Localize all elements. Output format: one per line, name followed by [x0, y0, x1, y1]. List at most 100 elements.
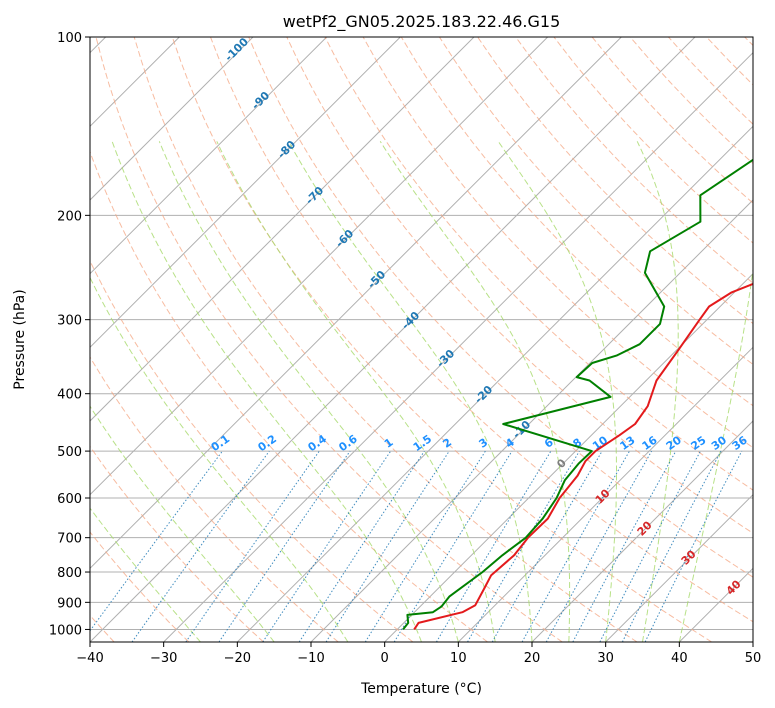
y-tick-label: 500: [57, 445, 82, 460]
temperature-trace: [413, 282, 753, 630]
dry-adiabat-line: [744, 37, 753, 47]
dry-adiabat-label: -30: [434, 347, 457, 370]
mixing-ratio-line: [90, 450, 223, 632]
isotherm-line: [531, 420, 753, 642]
dry-adiabat-line: [133, 37, 638, 642]
isotherm-line: [90, 37, 328, 275]
x-tick-label: 10: [450, 651, 467, 666]
dry-adiabat-label: -50: [365, 268, 388, 291]
moist-adiabat-line: [636, 141, 679, 642]
mixing-ratio-line: [131, 450, 270, 642]
isotherm-line: [457, 346, 753, 642]
isotherm-line: [90, 37, 549, 496]
moist-adiabat-line: [379, 141, 571, 642]
x-tick-label: −40: [76, 651, 103, 666]
moist-adiabat-line: [288, 141, 533, 642]
sounding-traces: [402, 158, 753, 631]
isotherm-line: [90, 37, 622, 570]
mixing-ratio-line: [325, 450, 450, 642]
mixing-ratio-line: [545, 450, 653, 642]
dry-adiabat-line: [248, 37, 753, 578]
x-tick-label: −30: [150, 651, 177, 666]
plot-frame: [89, 36, 754, 643]
mixing-ratio-line: [467, 450, 580, 642]
isotherm-line: [90, 37, 475, 422]
moist-adiabat-line: [497, 141, 617, 642]
moist-adiabat-line: [90, 405, 275, 642]
y-tick-label: 400: [57, 388, 82, 403]
dry-adiabat-line: [668, 37, 753, 125]
dry-adiabat-label: 0: [554, 456, 569, 471]
dry-adiabat-line: [400, 37, 753, 407]
mixing-ratio-label: 16: [640, 433, 660, 453]
isotherm-line: [90, 37, 254, 201]
mixing-ratio-label: 36: [730, 433, 750, 453]
chart-title: wetPf2_GN05.2025.183.22.46.G15: [283, 12, 561, 32]
background-lines: [90, 37, 753, 642]
dry-adiabat-line: [706, 37, 753, 86]
dry-adiabat-line: [90, 531, 190, 642]
adiabat-labels: 0.1 0.2 0.4 0.6 1 1.5 2 3 4 6 8 10 13 16 20 25 30 36-100-…: [209, 37, 750, 598]
dry-adiabat-line: [171, 37, 712, 642]
mixing-ratio-line: [185, 450, 320, 642]
mixing-ratio-line: [435, 450, 552, 642]
x-tick-label: 20: [524, 651, 541, 666]
mixing-ratio-line: [364, 450, 486, 642]
x-axis-label: Temperature (°C): [360, 681, 482, 697]
moist-adiabat-line: [111, 141, 422, 642]
dry-adiabat-line: [210, 37, 753, 623]
y-tick-label: 600: [57, 492, 82, 507]
mixing-ratio-line: [599, 450, 701, 642]
mixing-ratio-label: 3: [477, 436, 491, 451]
moist-adiabat-line: [90, 276, 349, 642]
dry-adiabat-label: 30: [679, 547, 699, 567]
y-tick-label: 800: [57, 566, 82, 581]
mixing-ratio-line: [262, 450, 392, 642]
isotherm-line: [236, 125, 753, 642]
mixing-ratio-line: [298, 450, 425, 642]
dry-adiabat-label: -80: [275, 138, 298, 161]
isotherm-line: [163, 51, 753, 642]
moist-adiabat-line: [90, 507, 201, 642]
y-tick-label: 900: [57, 596, 82, 611]
moist-adiabat-line: [216, 141, 496, 642]
mixing-ratio-line: [393, 450, 513, 642]
mixing-ratio-label: 25: [689, 433, 709, 452]
dewpoint-trace: [402, 158, 753, 631]
mixing-ratio-line: [644, 450, 743, 642]
isotherm-line: [384, 272, 753, 642]
mixing-ratio-label: 30: [709, 433, 729, 453]
mixing-ratio-line: [218, 450, 351, 642]
dry-adiabat-line: [90, 150, 488, 642]
isotherm-line: [678, 567, 753, 642]
isotherm-line: [605, 493, 753, 642]
x-tick-label: −10: [297, 651, 324, 666]
dry-adiabat-line: [95, 37, 563, 642]
x-tick-label: 30: [597, 651, 614, 666]
dry-adiabat-label: -20: [472, 383, 495, 406]
dry-adiabat-label: 10: [593, 486, 613, 506]
mixing-ratio-line: [621, 450, 722, 642]
y-tick-label: 300: [57, 314, 82, 329]
y-tick-label: 1000: [49, 623, 82, 638]
dry-adiabat-line: [286, 37, 753, 534]
y-tick-label: 700: [57, 532, 82, 547]
x-tick-label: 0: [381, 651, 389, 666]
y-tick-label: 100: [57, 31, 82, 46]
isotherm-line: [310, 199, 753, 642]
mixing-ratio-line: [521, 450, 630, 642]
mixing-ratio-label: 20: [664, 433, 684, 453]
isotherm-line: [90, 37, 696, 642]
x-tick-label: 40: [671, 651, 688, 666]
dry-adiabat-line: [90, 445, 264, 642]
dry-adiabat-line: [515, 37, 753, 284]
dry-adiabat-line: [90, 259, 414, 642]
isotherm-line: [90, 37, 401, 349]
mixing-ratio-label: 1: [382, 436, 396, 451]
dry-adiabat-label: -60: [333, 227, 356, 250]
mixing-ratio-label: 2: [440, 436, 454, 451]
x-tick-label: 50: [745, 651, 762, 666]
y-axis-label: Pressure (hPa): [12, 289, 28, 389]
isotherm-line: [752, 641, 753, 642]
